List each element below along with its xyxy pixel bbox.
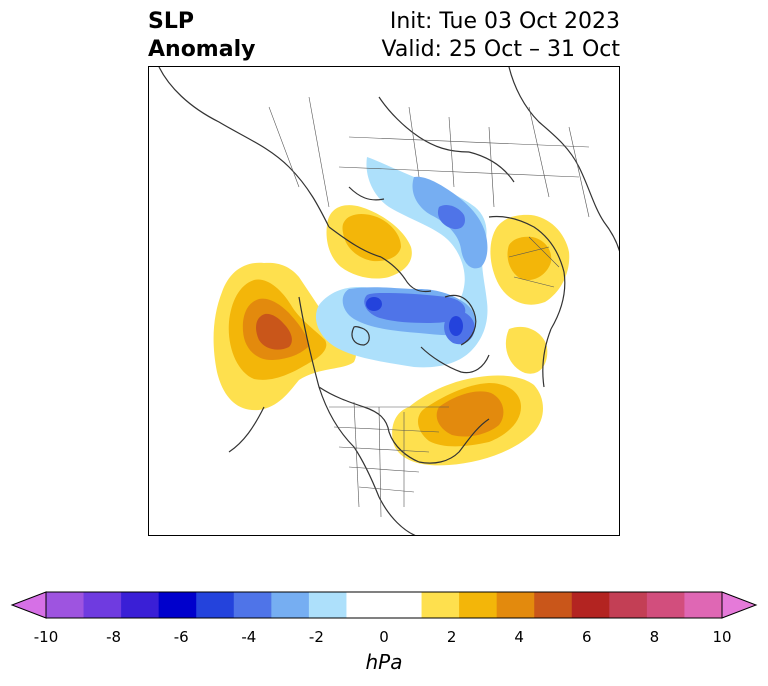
colorbar-tick-label: -6 [173, 628, 189, 646]
colorbar-segment [609, 592, 648, 618]
map-panel [148, 66, 620, 536]
anomaly-high-atlantic [392, 375, 544, 466]
colorbar-units: hPa [365, 650, 403, 674]
colorbar-segment [308, 592, 347, 618]
anomaly-high-europe [490, 214, 570, 374]
colorbar-tick-label: -4 [241, 628, 257, 646]
colorbar-segment [534, 592, 573, 618]
init-date: Init: Tue 03 Oct 2023 [389, 9, 620, 34]
colorbar-segment [83, 592, 122, 618]
colorbar-tick-label: 4 [514, 628, 524, 646]
colorbar-segments [10, 591, 758, 619]
colorbar-segment [684, 592, 723, 618]
colorbar-segment [346, 592, 385, 618]
colorbar-segment [421, 592, 460, 618]
anomaly-high-alaska [213, 262, 357, 411]
colorbar [10, 591, 758, 619]
colorbar-segment [459, 592, 498, 618]
colorbar-segment [46, 592, 85, 618]
colorbar-tick-label: 0 [379, 628, 389, 646]
political-borders [268, 96, 590, 518]
colorbar-segment [384, 592, 423, 618]
colorbar-tick-label: -2 [308, 628, 324, 646]
colorbar-segment [571, 592, 610, 618]
colorbar-segment [646, 592, 685, 618]
title-anomaly: Anomaly [148, 37, 256, 62]
valid-period: Valid: 25 Oct – 31 Oct [381, 37, 620, 62]
colorbar-segment [233, 592, 272, 618]
colorbar-tick-label: 6 [582, 628, 592, 646]
anomaly-low-arctic [315, 157, 488, 368]
colorbar-tick-label: 2 [446, 628, 457, 646]
colorbar-segment [496, 592, 535, 618]
anomaly-high-siberia [326, 205, 412, 279]
colorbar-tick-label: 10 [712, 628, 732, 646]
figure-title-left: SLP Anomaly [148, 8, 255, 64]
colorbar-segment [271, 592, 310, 618]
colorbar-tick-label: 8 [649, 628, 660, 646]
colorbar-segment [196, 592, 235, 618]
figure-title-right: Init: Tue 03 Oct 2023 Valid: 25 Oct – 31… [382, 8, 620, 64]
colorbar-extend-max [721, 591, 758, 619]
title-slp: SLP [148, 9, 194, 34]
colorbar-extend-min [10, 591, 47, 619]
colorbar-tick-label: -10 [33, 628, 59, 646]
colorbar-segment [121, 592, 160, 618]
slp-anomaly-map [158, 67, 619, 535]
colorbar-tick-label: -8 [106, 628, 122, 646]
colorbar-segment [158, 592, 197, 618]
colorbar-outline [45, 591, 723, 619]
